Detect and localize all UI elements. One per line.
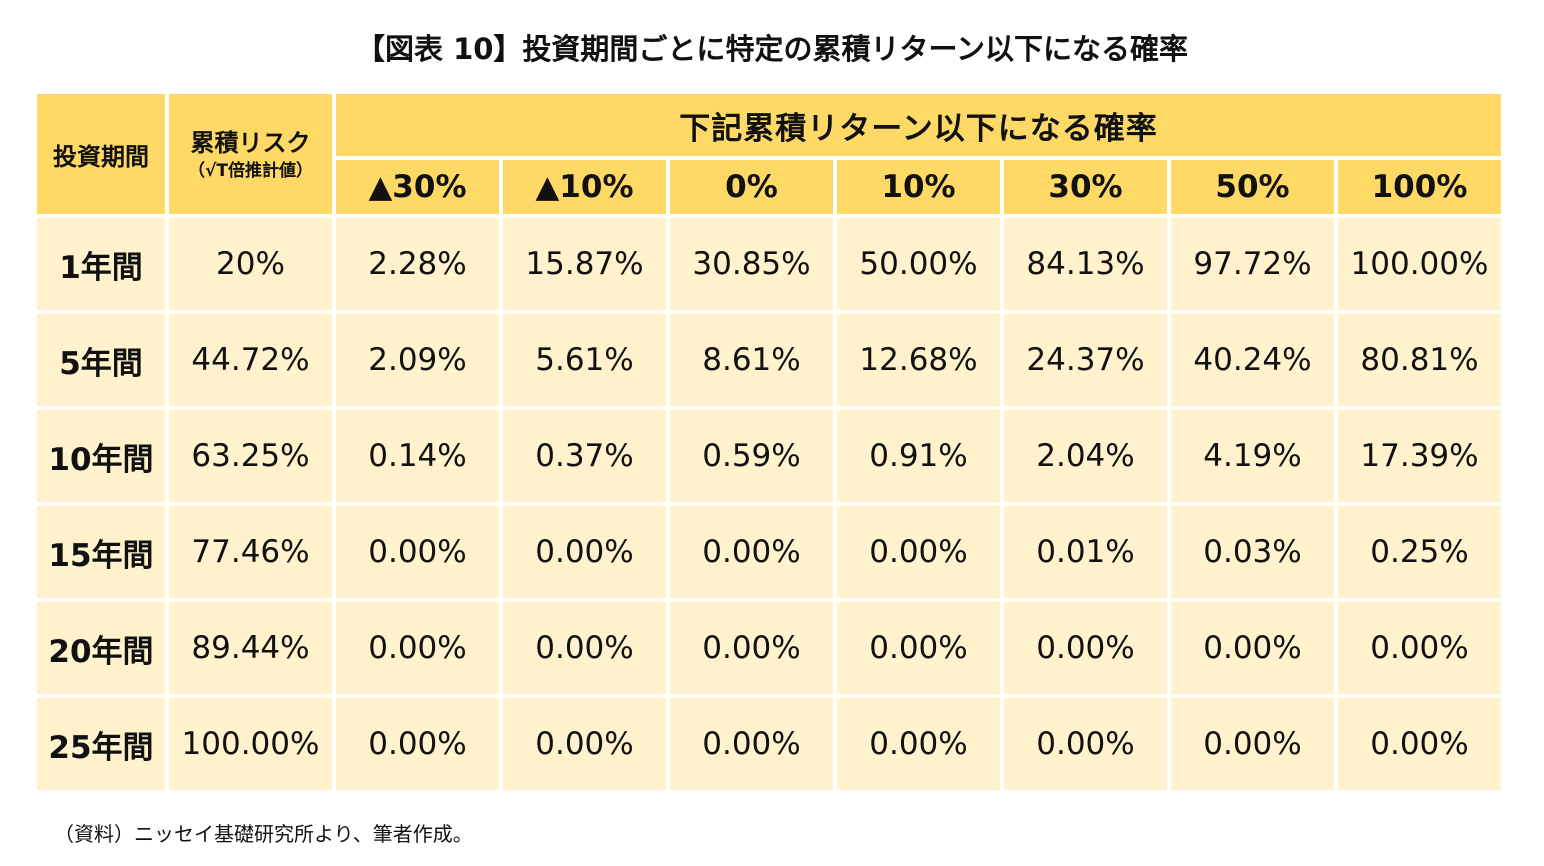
probability-cell: 0.00%: [670, 506, 833, 598]
probability-cell: 2.09%: [336, 314, 499, 406]
table-row: 20年間 89.44% 0.00% 0.00% 0.00% 0.00% 0.00% 0.00%…: [37, 602, 1501, 694]
probability-cell: 0.00%: [1338, 602, 1501, 694]
probability-cell: 24.37%: [1004, 314, 1167, 406]
risk-cell: 77.46%: [169, 506, 332, 598]
period-cell: 20年間: [37, 602, 165, 694]
header-row-2: ▲30% ▲10% 0% 10% 30% 50% 100%: [37, 160, 1501, 214]
probability-cell: 0.00%: [1004, 698, 1167, 790]
probability-cell: 30.85%: [670, 218, 833, 310]
risk-cell: 44.72%: [169, 314, 332, 406]
probability-cell: 0.25%: [1338, 506, 1501, 598]
probability-group-header: 下記累積リターン以下になる確率: [336, 94, 1501, 156]
return-column-header: 10%: [837, 160, 1000, 214]
risk-header-label: 累積リスク: [190, 129, 311, 157]
probability-cell: 0.00%: [1338, 698, 1501, 790]
table-row: 10年間 63.25% 0.14% 0.37% 0.59% 0.91% 2.04% 4.19%…: [37, 410, 1501, 502]
probability-cell: 15.87%: [503, 218, 666, 310]
risk-cell: 100.00%: [169, 698, 332, 790]
figure-title: 【図表 10】投資期間ごとに特定の累積リターン以下になる確率: [355, 32, 1188, 66]
probability-cell: 0.00%: [837, 506, 1000, 598]
probability-cell: 2.28%: [336, 218, 499, 310]
probability-cell: 80.81%: [1338, 314, 1501, 406]
probability-cell: 0.14%: [336, 410, 499, 502]
table-row: 25年間 100.00% 0.00% 0.00% 0.00% 0.00% 0.00% 0.00…: [37, 698, 1501, 790]
probability-cell: 0.00%: [336, 602, 499, 694]
return-column-header: ▲10%: [503, 160, 666, 214]
probability-cell: 40.24%: [1171, 314, 1334, 406]
probability-cell: 0.00%: [837, 602, 1000, 694]
table-body: 1年間 20% 2.28% 15.87% 30.85% 50.00% 84.13% 97.72…: [37, 218, 1501, 790]
return-column-header: 30%: [1004, 160, 1167, 214]
probability-cell: 0.00%: [503, 698, 666, 790]
probability-cell: 2.04%: [1004, 410, 1167, 502]
probability-cell: 50.00%: [837, 218, 1000, 310]
period-cell: 25年間: [37, 698, 165, 790]
period-header: 投資期間: [37, 94, 165, 214]
probability-cell: 0.00%: [670, 698, 833, 790]
probability-cell: 0.01%: [1004, 506, 1167, 598]
risk-header-sublabel: （√T倍推計値）: [188, 160, 313, 181]
return-column-header: ▲30%: [336, 160, 499, 214]
probability-cell: 0.37%: [503, 410, 666, 502]
table-row: 15年間 77.46% 0.00% 0.00% 0.00% 0.00% 0.01% 0.03%…: [37, 506, 1501, 598]
probability-cell: 0.00%: [1004, 602, 1167, 694]
probability-table: 投資期間 累積リスク （√T倍推計値） 下記累積リターン以下になる確率 ▲30%…: [33, 90, 1505, 794]
header-row-1: 投資期間 累積リスク （√T倍推計値） 下記累積リターン以下になる確率: [37, 94, 1501, 214]
return-column-header: 0%: [670, 160, 833, 214]
period-cell: 15年間: [37, 506, 165, 598]
probability-cell: 12.68%: [837, 314, 1000, 406]
return-column-header: 50%: [1171, 160, 1334, 214]
probability-cell: 0.59%: [670, 410, 833, 502]
table-row: 5年間 44.72% 2.09% 5.61% 8.61% 12.68% 24.37% 40.2…: [37, 314, 1501, 406]
probability-cell: 0.00%: [1171, 698, 1334, 790]
period-cell: 10年間: [37, 410, 165, 502]
table-row: 1年間 20% 2.28% 15.87% 30.85% 50.00% 84.13% 97.72…: [37, 218, 1501, 310]
probability-cell: 5.61%: [503, 314, 666, 406]
probability-cell: 8.61%: [670, 314, 833, 406]
source-note: （資料）ニッセイ基礎研究所より、筆者作成。: [54, 822, 473, 846]
probability-cell: 0.00%: [1171, 602, 1334, 694]
probability-cell: 17.39%: [1338, 410, 1501, 502]
risk-header: 累積リスク （√T倍推計値）: [169, 94, 332, 214]
probability-cell: 97.72%: [1171, 218, 1334, 310]
risk-cell: 20%: [169, 218, 332, 310]
risk-cell: 63.25%: [169, 410, 332, 502]
probability-cell: 84.13%: [1004, 218, 1167, 310]
probability-cell: 0.00%: [503, 506, 666, 598]
risk-cell: 89.44%: [169, 602, 332, 694]
probability-cell: 4.19%: [1171, 410, 1334, 502]
probability-cell: 0.03%: [1171, 506, 1334, 598]
probability-cell: 0.00%: [670, 602, 833, 694]
probability-cell: 0.00%: [837, 698, 1000, 790]
period-cell: 1年間: [37, 218, 165, 310]
probability-cell: 0.00%: [503, 602, 666, 694]
probability-cell: 0.91%: [837, 410, 1000, 502]
probability-cell: 100.00%: [1338, 218, 1501, 310]
probability-cell: 0.00%: [336, 506, 499, 598]
probability-cell: 0.00%: [336, 698, 499, 790]
return-column-header: 100%: [1338, 160, 1501, 214]
period-cell: 5年間: [37, 314, 165, 406]
